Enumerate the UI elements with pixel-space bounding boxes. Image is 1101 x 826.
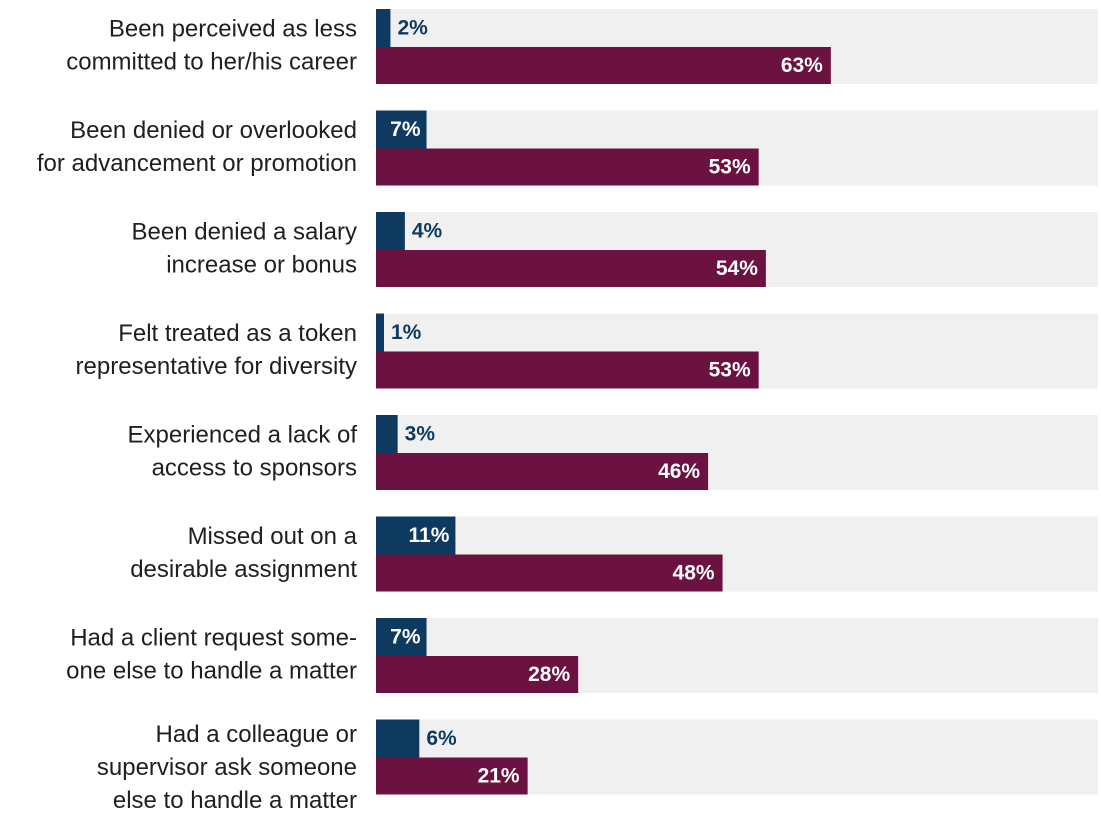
category-label: representative for diversity (76, 353, 357, 380)
bar-group: 11% 48% Missed out on a desirable assignmen… (130, 516, 1098, 592)
bar-group: 2% 63% Been perceived as less committed to … (66, 9, 1098, 84)
data-label: 63% (781, 54, 823, 77)
bar-series-2 (376, 656, 579, 693)
category-label: supervisor ask someone (97, 754, 357, 781)
bar-series-1 (376, 618, 427, 656)
bar-series-2 (376, 47, 831, 84)
data-label: 1% (391, 321, 422, 344)
bar-series-2 (376, 351, 759, 389)
data-label: 7% (390, 626, 421, 649)
data-label: 28% (528, 663, 570, 686)
bar-series-2 (376, 148, 759, 186)
data-label: 4% (412, 220, 443, 243)
category-label: Been denied or overlooked (70, 117, 357, 144)
category-label: Felt treated as a token (118, 320, 357, 347)
bar-series-1 (376, 415, 398, 453)
data-label: 54% (716, 257, 758, 280)
category-label: one else to handle a matter (66, 657, 357, 684)
category-label: increase or bonus (166, 251, 357, 278)
bar-series-2 (376, 453, 709, 490)
data-label: 21% (478, 765, 520, 788)
bar-group: 3% 46% Experienced a lack of access to spon… (128, 415, 1098, 490)
category-label: Had a client request some- (70, 624, 357, 651)
bar-group: 7% 28% Had a client request some-one else … (66, 618, 1098, 693)
bar-group: 7% 53% Been denied or overlooked for advanc… (37, 110, 1098, 186)
bar-series-1 (376, 110, 427, 149)
bar-series-1 (376, 212, 405, 250)
data-label: 7% (390, 118, 421, 141)
bar-series-1 (376, 313, 384, 352)
data-label: 6% (426, 727, 457, 750)
bar-group: 1% 53% Felt treated as a token representati… (76, 313, 1098, 389)
data-label: 3% (405, 423, 436, 446)
category-label: for advancement or promotion (37, 150, 357, 177)
category-label: access to sponsors (152, 454, 357, 481)
category-label: Been denied a salary (132, 218, 358, 245)
category-label: Experienced a lack of (128, 421, 358, 448)
bar-series-1 (376, 9, 391, 47)
data-label: 46% (658, 460, 700, 483)
category-label: Been perceived as less (109, 15, 357, 42)
bar-series-2 (376, 757, 528, 795)
data-label: 53% (709, 156, 751, 179)
data-label: 53% (709, 359, 751, 382)
category-label: Had a colleague or (156, 721, 357, 748)
category-label: desirable assignment (130, 556, 357, 583)
data-label: 2% (397, 17, 428, 40)
bar-series-2 (376, 554, 723, 592)
data-label: 48% (673, 562, 715, 585)
bar-group: 6% 21% Had a colleague or supervisor ask so… (97, 719, 1098, 814)
bar-series-1 (376, 516, 456, 555)
bar-series-2 (376, 250, 766, 287)
category-label: committed to her/his career (66, 48, 357, 75)
bar-series-1 (376, 719, 420, 758)
category-label: else to handle a matter (113, 787, 357, 814)
bar-group: 4% 54% Been denied a salary increase or bon… (132, 212, 1098, 287)
data-label: 11% (409, 524, 450, 547)
category-label: Missed out on a (188, 523, 358, 550)
